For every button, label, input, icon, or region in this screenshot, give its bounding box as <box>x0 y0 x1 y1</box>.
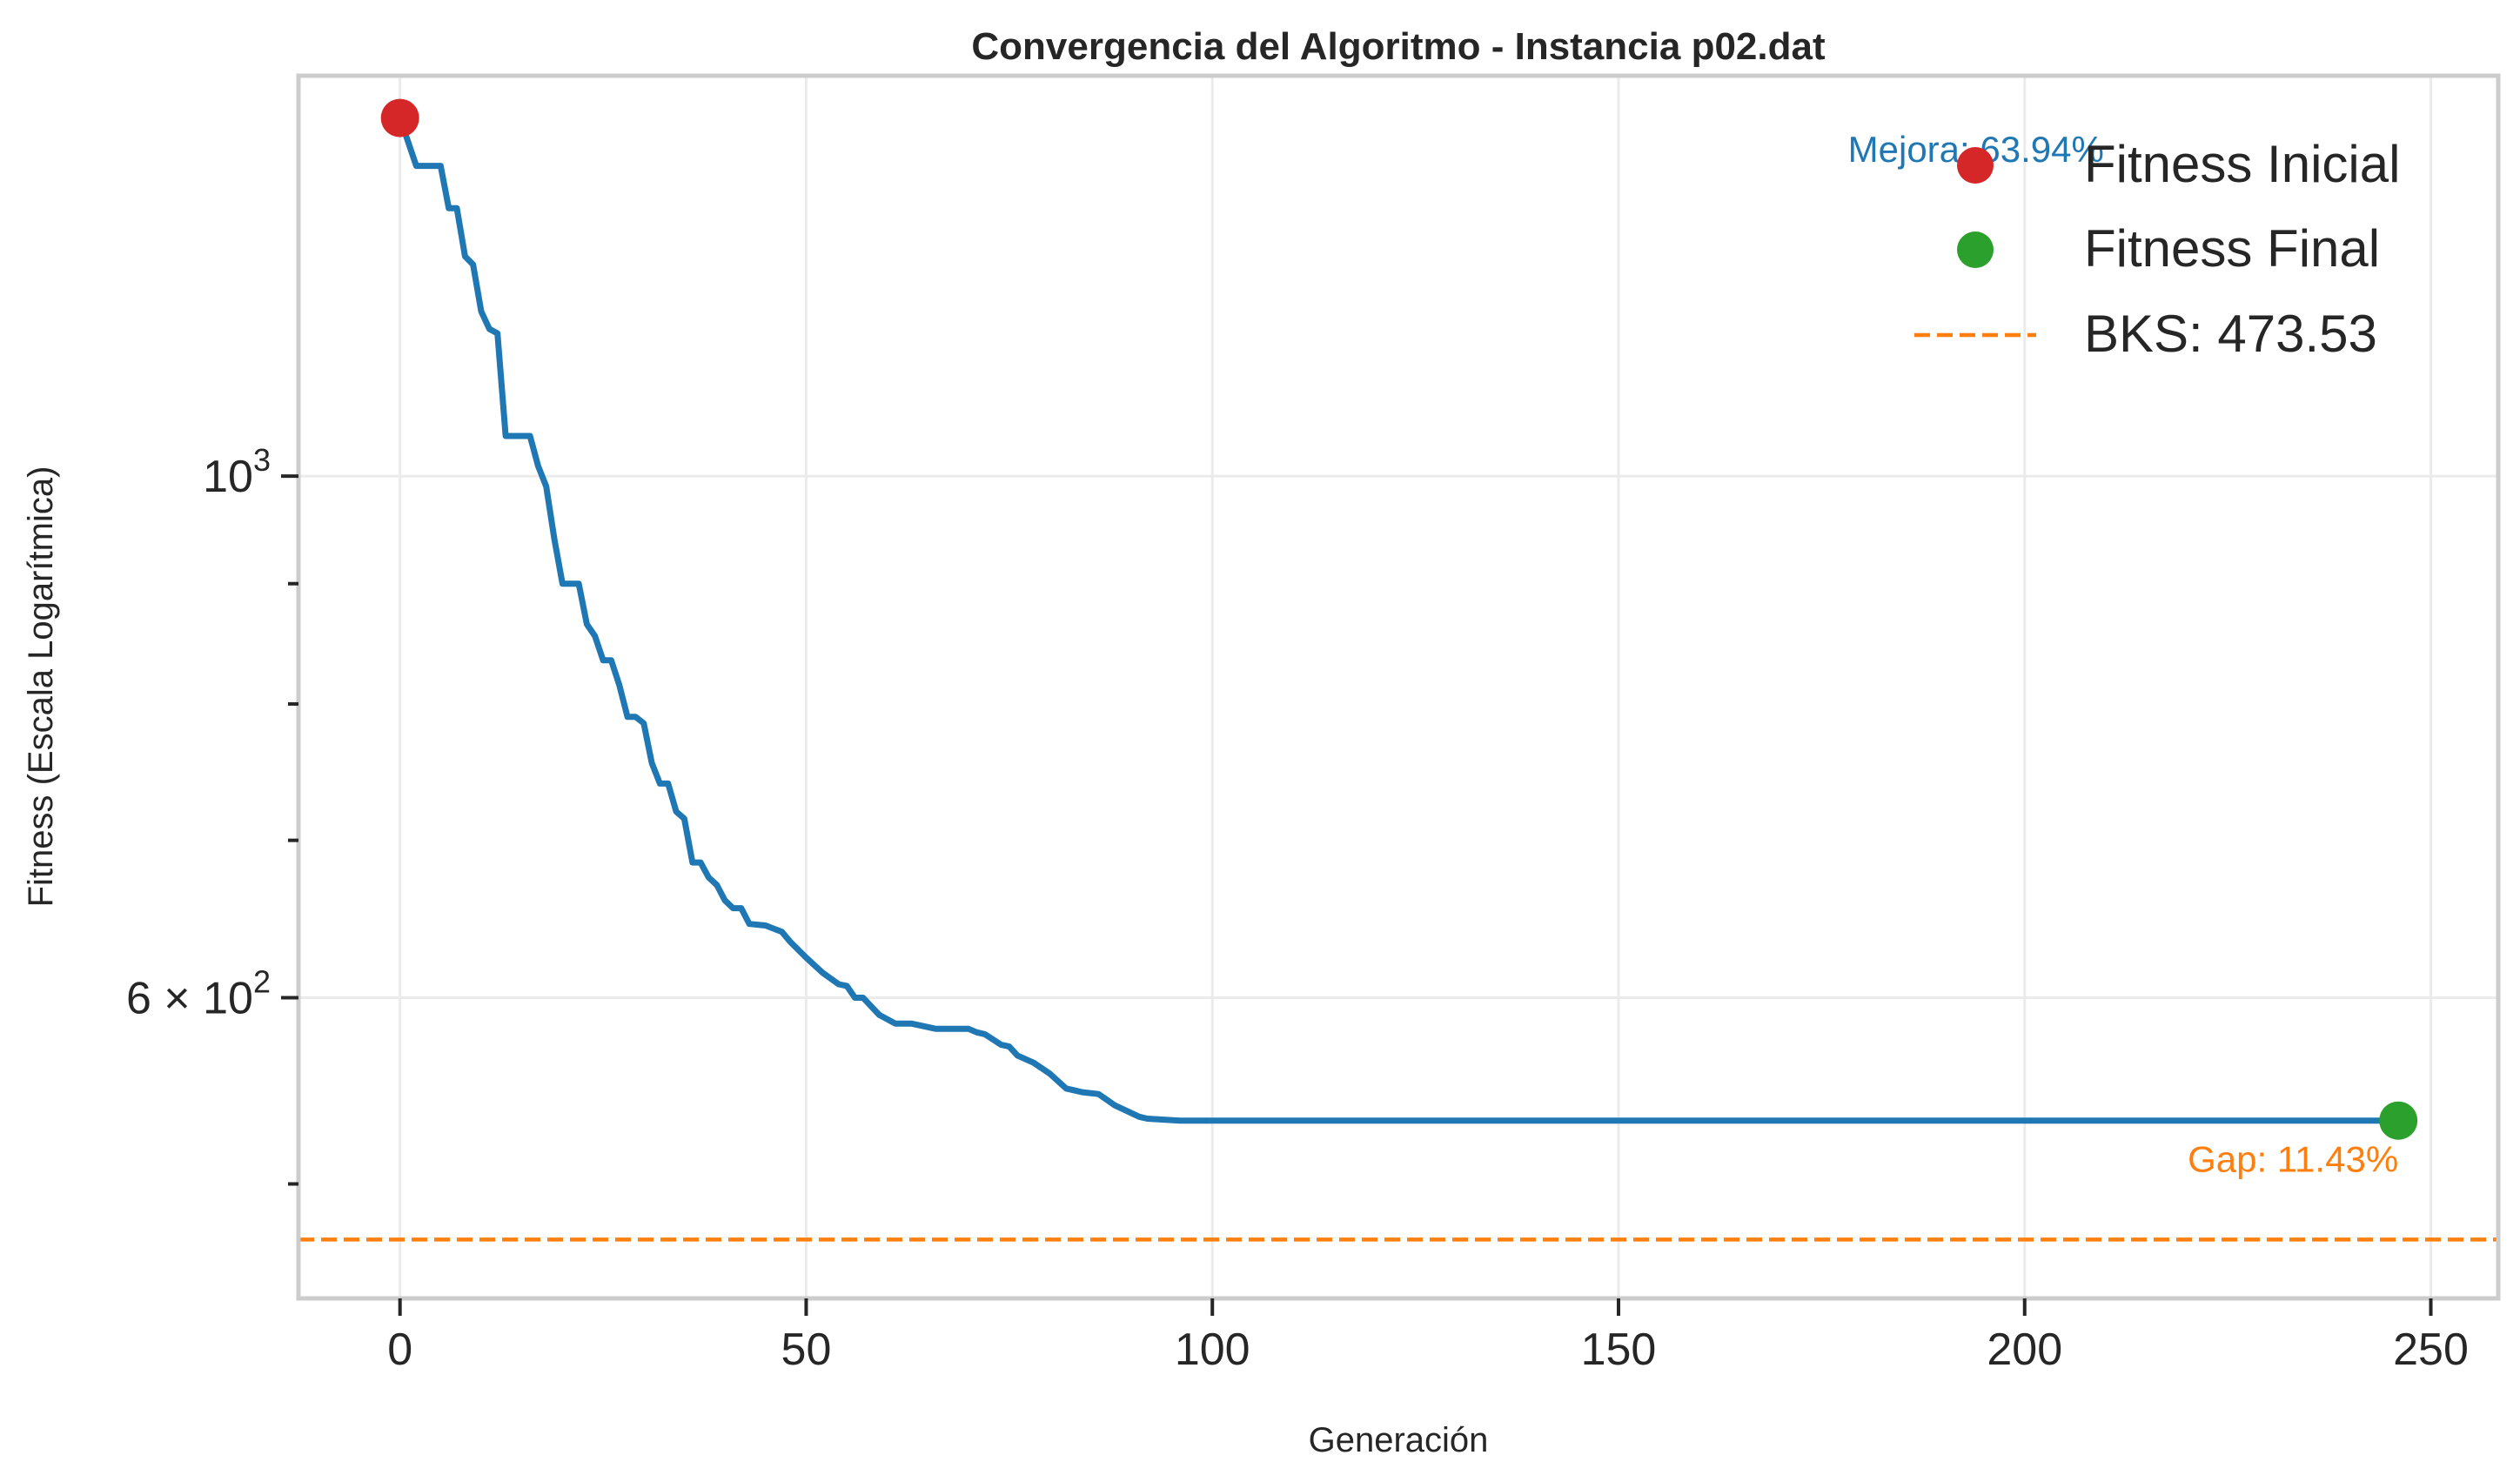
y-axis-label: Fitness (Escala Logarítmica) <box>22 466 60 908</box>
final-fitness-marker <box>2379 1101 2418 1140</box>
gap-annotation: Gap: 11.43% <box>2188 1139 2398 1180</box>
x-tick-label: 50 <box>781 1324 832 1375</box>
legend-label-1: Fitness Inicial <box>2084 135 2400 193</box>
chart-title: Convergencia del Algoritmo - Instancia p… <box>971 25 1826 68</box>
axis-ticks: 0 50 100 150 200 250 103 6 × 102 <box>126 442 2469 1375</box>
y-tick-label: 6 × 102 <box>126 964 271 1024</box>
y-tick-label: 103 <box>203 442 271 502</box>
x-tick-label: 200 <box>1987 1324 2062 1375</box>
grid-lines <box>298 76 2498 1298</box>
x-tick-label: 0 <box>387 1324 412 1375</box>
x-tick-label: 250 <box>2393 1324 2469 1375</box>
annotation-layer: Mejora: 63.94%Gap: 11.43% <box>1848 129 2399 1179</box>
series-layer <box>397 115 2402 1124</box>
marker-layer <box>380 98 2418 1140</box>
legend-label-3: BKS: 473.53 <box>2084 305 2377 363</box>
fitness-series-line <box>397 115 2402 1124</box>
x-tick-label: 100 <box>1175 1324 1250 1375</box>
legend-marker-1 <box>1957 147 1994 184</box>
initial-fitness-marker <box>380 98 419 137</box>
legend: Fitness Inicial Fitness Final BKS: 473.53 <box>1914 135 2400 363</box>
x-axis-label: Generación <box>1309 1421 1489 1459</box>
x-tick-label: 150 <box>1581 1324 1657 1375</box>
legend-label-2: Fitness Final <box>2084 219 2380 278</box>
plot-frame <box>296 73 2501 1301</box>
legend-marker-2 <box>1957 231 1994 268</box>
